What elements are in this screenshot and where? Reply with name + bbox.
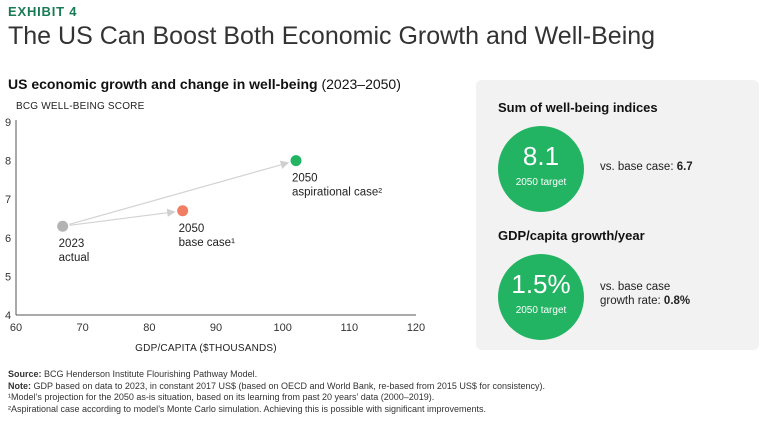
note-line: Note: GDP based on data to 2023, in cons… [8, 381, 545, 393]
targets-panel: Sum of well-being indices 8.1 2050 targe… [476, 80, 759, 350]
chart-subtitle: US economic growth and change in well-be… [8, 76, 401, 92]
source-line: Source: BCG Henderson Institute Flourish… [8, 369, 545, 381]
gdp-target-value: 1.5% [511, 269, 571, 299]
y-tick-label: 4 [5, 310, 11, 322]
page-title: The US Can Boost Both Economic Growth an… [8, 22, 656, 50]
gdp-compare-value: 0.8% [663, 295, 691, 307]
x-tick-label: 70 [77, 322, 89, 334]
y-tick-label: 6 [5, 233, 11, 245]
wellbeing-compare-prefix: vs. base case: [600, 161, 677, 173]
y-tick-label: 5 [5, 271, 11, 283]
x-tick-label: 100 [273, 322, 291, 334]
y-axis-title: BCG WELL-BEING SCORE [16, 101, 145, 112]
wellbeing-target-circle: 8.1 2050 target [498, 126, 584, 212]
note-text: GDP based on data to 2023, in constant 2… [31, 380, 545, 391]
point-2050-aspirational-case [290, 155, 302, 167]
gdp-target-caption: 2050 target [515, 305, 567, 316]
point-2050-base-case [177, 205, 189, 217]
point-label-2050-aspirational-case: aspirational case² [292, 187, 382, 199]
subtitle-main: US economic growth and change in well-be… [8, 76, 322, 92]
wellbeing-compare-value: 6.7 [676, 161, 693, 173]
subtitle-years: (2023–2050) [321, 76, 401, 92]
scatter-chart: 4 5 6 7 8 9 60 70 80 90 100 110 120 BCG WELL-BEING SC… [5, 101, 425, 354]
gdp-compare-prefix: growth rate: [600, 295, 664, 307]
footnote-2: ²Aspirational case according to model’s … [8, 403, 487, 414]
x-tick-label: 80 [143, 322, 155, 334]
wellbeing-target-value: 8.1 [522, 141, 560, 171]
x-tick-label: 60 [10, 322, 22, 334]
point-label-2023-actual: actual [59, 252, 90, 264]
source-text: BCG Henderson Institute Flourishing Path… [41, 369, 258, 379]
arrow-2050-aspirational-case [69, 160, 290, 225]
y-tick-label: 7 [5, 194, 11, 206]
point-label-2050-base-case: base case¹ [179, 237, 235, 249]
source-label: Source: [8, 369, 42, 379]
point-label-2023-actual: 2023 [59, 238, 85, 250]
wellbeing-target-caption: 2050 target [515, 177, 567, 188]
note-label: Note: [8, 380, 31, 391]
gdp-compare-line1: vs. base case [600, 281, 671, 293]
point-label-2050-aspirational-case: 2050 [292, 173, 318, 185]
wellbeing-comparison: vs. base case: 6.7 [600, 160, 693, 174]
gdp-comparison: vs. base case growth rate: 0.8% [600, 280, 690, 308]
y-tick-label: 9 [5, 117, 11, 129]
point-2023-actual [57, 220, 69, 232]
wellbeing-section-title: Sum of well-being indices [498, 100, 658, 115]
arrow-2050-base-case [69, 208, 176, 226]
y-tick-label: 8 [5, 156, 11, 168]
x-axis-title: GDP/CAPITA ($THOUSANDS) [135, 343, 277, 354]
x-tick-label: 110 [341, 322, 359, 334]
footnote-1: ¹Model’s projection for the 2050 as-is s… [8, 392, 435, 403]
gdp-compare-line2: growth rate: 0.8% [600, 294, 690, 308]
point-label-2050-base-case: 2050 [179, 223, 205, 235]
x-tick-label: 120 [407, 322, 425, 334]
x-tick-label: 90 [210, 322, 222, 334]
gdp-target-circle: 1.5% 2050 target [498, 254, 584, 340]
footnotes: Source: BCG Henderson Institute Flourish… [8, 369, 545, 415]
gdp-section-title: GDP/capita growth/year [498, 228, 645, 243]
exhibit-label: EXHIBIT 4 [8, 4, 78, 19]
